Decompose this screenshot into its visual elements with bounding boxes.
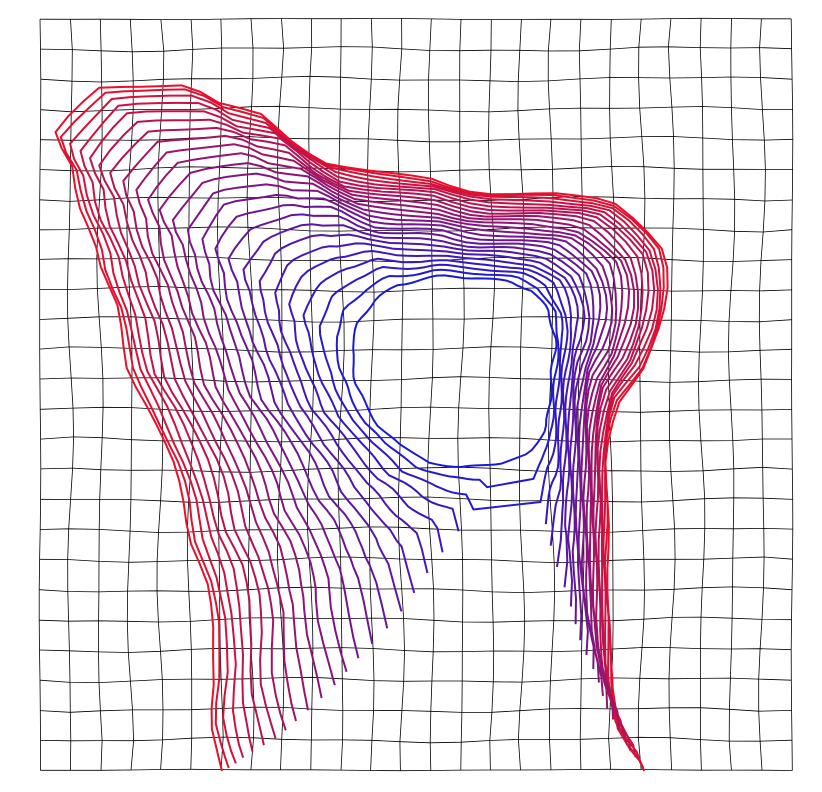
grid-column-line xyxy=(38,19,42,771)
grid-column-line xyxy=(790,18,794,771)
grid-column-line xyxy=(457,19,465,771)
grid-column-line xyxy=(758,18,766,771)
grid-row-line xyxy=(40,496,793,503)
grid-column-line xyxy=(667,18,676,770)
grid-column-line xyxy=(67,19,75,771)
grid-row-line xyxy=(40,526,793,533)
grid-column-line xyxy=(517,19,526,771)
grid-row-line xyxy=(40,136,793,143)
grid-row-line xyxy=(40,736,793,744)
grid-row-line xyxy=(40,706,792,713)
contour-lines xyxy=(54,84,669,772)
contour-line xyxy=(122,134,640,731)
grid-row-line xyxy=(39,616,792,623)
contour-line xyxy=(186,183,614,673)
grid-row-line xyxy=(40,768,793,772)
contour-line xyxy=(352,274,558,468)
grid-column-line xyxy=(156,19,165,770)
grid-row-line xyxy=(39,647,792,653)
contour-line xyxy=(274,242,579,574)
grid-column-line xyxy=(488,19,495,771)
contour-line xyxy=(258,233,586,594)
contour-line xyxy=(147,152,631,711)
grid-row-line xyxy=(39,196,793,203)
grid-row-line xyxy=(40,105,793,113)
grid-row-line xyxy=(39,316,792,323)
grid-row-line xyxy=(40,46,792,53)
grid-column-line xyxy=(698,18,706,771)
contour-line xyxy=(109,126,644,739)
contour-line xyxy=(89,110,656,752)
contour-line xyxy=(201,194,609,659)
grid-column-line xyxy=(367,18,375,771)
contour-line xyxy=(288,250,572,553)
contour-line xyxy=(171,172,618,686)
grid-row-line xyxy=(39,346,792,353)
contour-line xyxy=(242,223,591,612)
grid-column-line xyxy=(727,18,736,771)
contour-line xyxy=(158,162,624,699)
grid-row-line xyxy=(39,226,792,233)
grid-column-line xyxy=(306,18,315,770)
contour-line xyxy=(318,263,564,511)
grid-row-line xyxy=(40,75,793,83)
grid-row-line xyxy=(39,376,792,383)
grid-column-line xyxy=(637,19,646,770)
grid-column-line xyxy=(337,18,345,771)
contour-line xyxy=(335,268,560,489)
grid-row-line xyxy=(39,286,792,293)
grid-column-line xyxy=(577,19,585,770)
grid-row-line xyxy=(39,586,793,594)
contour-line xyxy=(227,213,595,629)
grid-row-line xyxy=(39,556,793,564)
grid-row-line xyxy=(40,436,792,443)
grid-column-line xyxy=(397,18,405,771)
grid-column-line xyxy=(126,19,135,771)
grid-column-line xyxy=(96,19,104,771)
contour-line xyxy=(135,143,636,722)
grid-row-line xyxy=(39,676,792,684)
grid-row-line xyxy=(39,165,793,173)
contour-line xyxy=(302,257,569,532)
grid-row-line xyxy=(40,466,793,473)
grid-row-line xyxy=(39,256,792,263)
contour-line xyxy=(214,204,602,645)
grid-column-line xyxy=(547,19,556,770)
grid-row-line xyxy=(39,17,792,21)
grid-column-line xyxy=(427,18,435,771)
